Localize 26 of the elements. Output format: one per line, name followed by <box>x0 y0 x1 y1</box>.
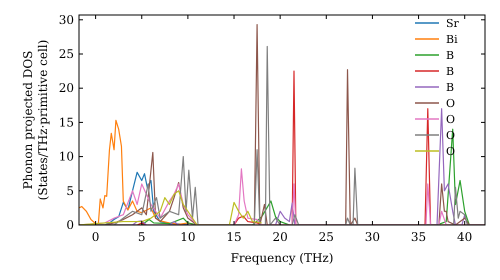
x-tick-label: 0 <box>92 230 100 244</box>
legend-label: Bi <box>446 33 458 46</box>
y-axis-title: Phonon projected DOS (States/THz·primitive cell) <box>21 40 50 200</box>
x-tick-label: 30 <box>364 230 380 244</box>
x-tick-label: 15 <box>226 230 242 244</box>
x-tick-label: 25 <box>318 230 334 244</box>
y-tick-label: 15 <box>58 115 74 130</box>
x-tick-label: 5 <box>138 230 146 244</box>
legend-label: B <box>446 65 454 78</box>
y-tick-label: 25 <box>58 46 74 61</box>
y-tick-label: 0 <box>66 218 74 232</box>
x-tick-label: 10 <box>180 230 196 244</box>
x-axis-title: Frequency (THz) <box>230 251 334 265</box>
x-tick-label: 20 <box>272 230 288 244</box>
line-series <box>79 190 262 225</box>
x-tick-label: 35 <box>410 230 426 244</box>
y-tick-label: 30 <box>58 12 74 27</box>
legend-label: O <box>446 113 456 126</box>
legend-label: Sr <box>446 17 460 30</box>
y-tick-label: 10 <box>58 150 74 164</box>
legend-label: O <box>446 97 456 110</box>
y-tick-label: 20 <box>58 81 74 96</box>
y-tick-label: 5 <box>66 184 74 198</box>
x-tick-label: 40 <box>457 230 472 244</box>
legend-label: B <box>446 49 454 62</box>
legend-label: B <box>446 81 454 94</box>
